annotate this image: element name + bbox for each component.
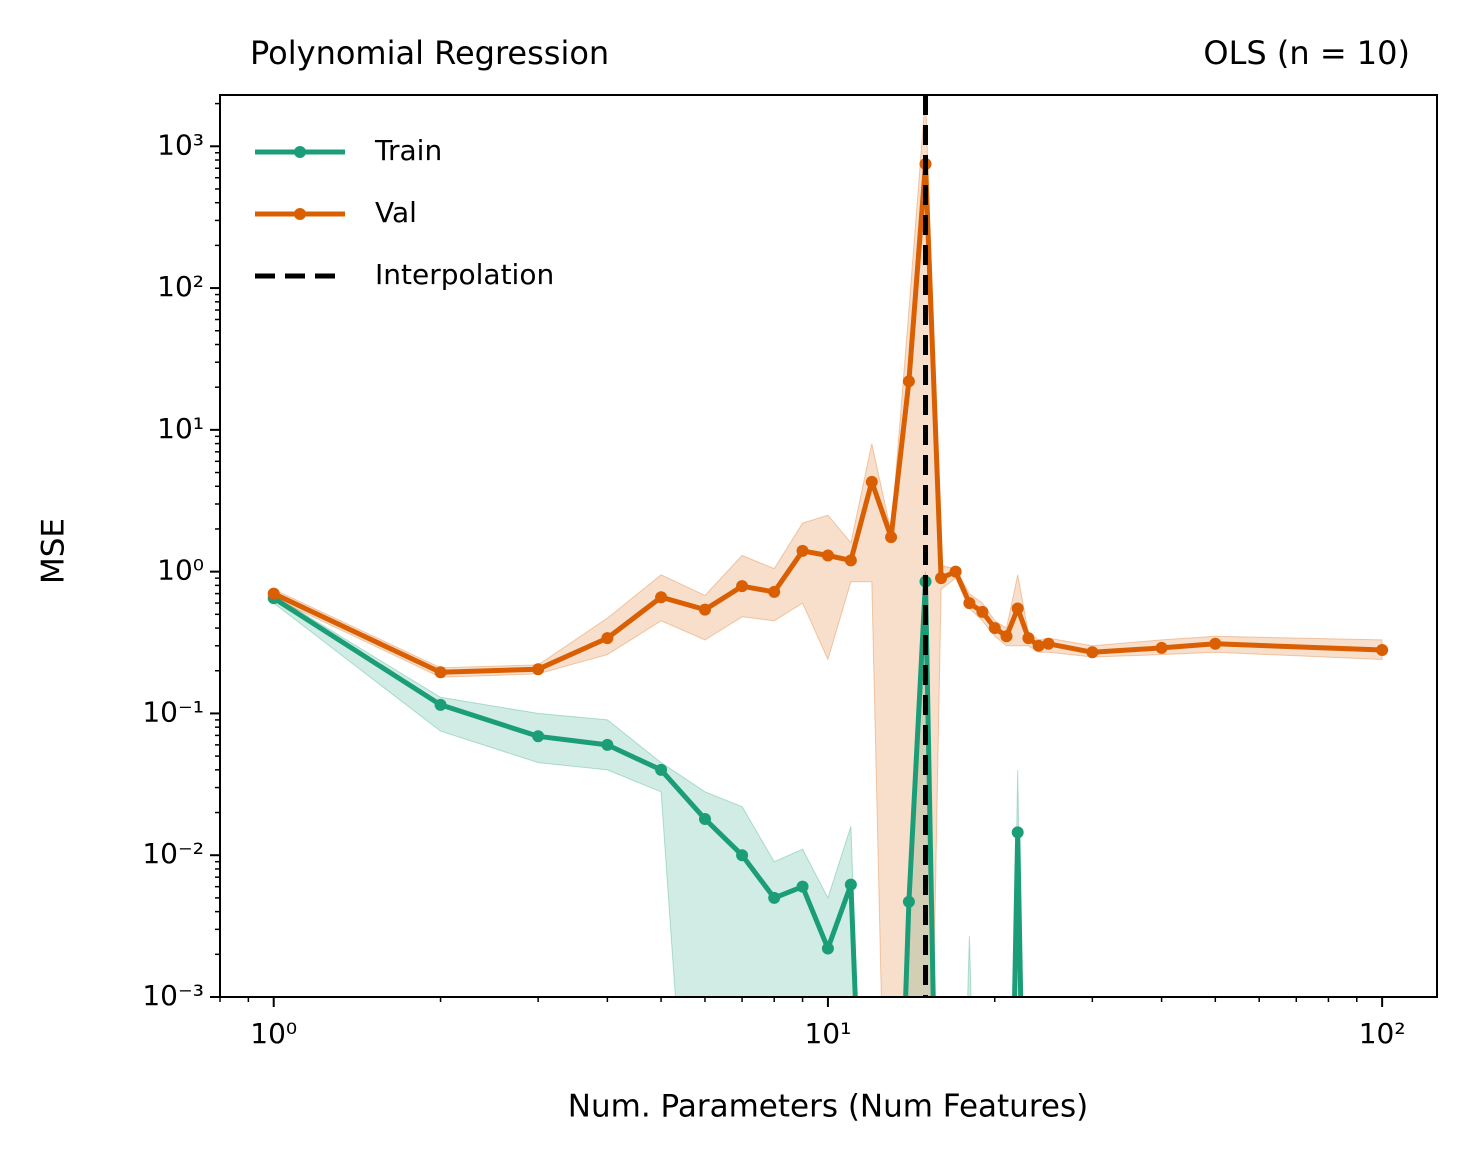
y-tick-label: 10⁻¹ [142,695,204,728]
data-point [532,730,545,743]
legend-marker [294,208,306,220]
data-point [434,698,447,711]
legend-label: Val [375,196,417,229]
data-point [736,849,749,862]
x-tick-label: 10⁰ [250,1017,297,1050]
data-point [821,549,834,562]
data-point [768,891,781,904]
data-point [1042,637,1055,650]
data-point [1376,644,1389,657]
legend-label: Interpolation [375,258,554,291]
data-point [902,375,915,388]
data-point [434,666,447,679]
y-tick-label: 10⁰ [157,554,204,587]
data-point [601,738,614,751]
chart-subtitle: OLS (n = 10) [1203,34,1410,72]
data-point [1022,632,1035,645]
data-point [844,878,857,891]
data-point [1155,641,1168,654]
data-point [976,605,989,618]
y-axis-label: MSE [36,518,72,584]
data-point [698,813,711,826]
plot-area [267,95,1389,997]
data-point [1011,826,1024,839]
data-point [1000,630,1013,643]
data-point [963,597,976,610]
data-point [949,565,962,578]
data-point [935,572,948,585]
data-point [655,763,668,776]
data-point [844,554,857,567]
error-band [273,95,1383,997]
data-point [1032,639,1045,652]
data-point [988,622,1001,635]
x-tick-label: 10² [1359,1017,1406,1050]
y-tick-label: 10⁻³ [142,979,204,1012]
data-point [532,663,545,676]
data-point [865,475,878,488]
legend-label: Train [374,134,442,167]
data-point [1086,646,1099,659]
data-point [655,591,668,604]
data-point [885,531,898,544]
data-point [736,580,749,593]
data-point [796,880,809,893]
data-point [601,632,614,645]
y-tick-label: 10³ [157,128,204,161]
data-point [1209,637,1222,650]
chart-title: Polynomial Regression [250,34,609,72]
error-band [273,571,1022,997]
data-point [267,587,280,600]
y-tick-label: 10⁻² [142,837,204,870]
y-tick-label: 10² [157,270,204,303]
data-point [902,895,915,908]
data-point [1011,602,1024,615]
data-point [768,585,781,598]
data-point [796,544,809,557]
axes-frame [219,94,1438,998]
data-point [698,603,711,616]
y-tick-label: 10¹ [157,412,204,445]
data-point [821,942,834,955]
x-axis-label: Num. Parameters (Num Features) [568,1089,1088,1125]
x-tick-label: 10¹ [804,1017,851,1050]
legend-marker [294,146,306,158]
